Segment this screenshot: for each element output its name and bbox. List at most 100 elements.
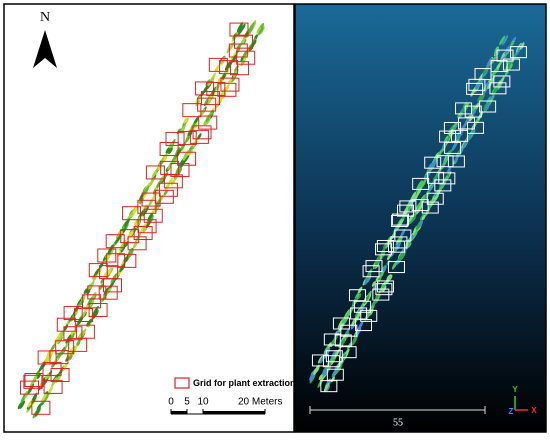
plant	[93, 268, 100, 278]
grid-box	[466, 82, 484, 95]
plant	[318, 374, 323, 381]
grid-box	[360, 309, 378, 322]
plant	[375, 255, 381, 264]
grid-box	[20, 380, 40, 395]
plant	[499, 35, 506, 46]
plant	[434, 173, 439, 180]
plant	[400, 228, 406, 238]
grid-box	[375, 243, 393, 256]
plant	[159, 154, 167, 165]
grid-box	[105, 234, 125, 249]
plant	[164, 182, 171, 191]
plant	[31, 392, 38, 403]
plant	[323, 382, 330, 392]
plant	[410, 191, 417, 201]
plant	[248, 43, 255, 52]
grid-box	[350, 307, 368, 320]
plant	[433, 193, 440, 202]
plant	[165, 148, 170, 154]
grid-box	[427, 171, 445, 184]
grid-box	[177, 151, 197, 166]
grid-box	[326, 368, 344, 381]
plant	[309, 374, 314, 381]
plant	[256, 27, 262, 34]
plant	[168, 177, 173, 184]
plant	[357, 320, 364, 330]
plant	[242, 49, 248, 59]
plant	[36, 373, 41, 379]
grid-box	[49, 350, 69, 365]
grid-box	[325, 350, 343, 363]
plant	[193, 116, 199, 126]
grid-box	[421, 201, 439, 214]
axis-z-label: Z	[509, 407, 514, 416]
plant	[20, 396, 25, 403]
grid-box	[236, 50, 256, 65]
plant	[74, 306, 79, 313]
grid-box	[230, 61, 250, 76]
plant	[67, 347, 74, 357]
grid-box	[348, 289, 366, 302]
plant	[257, 26, 264, 36]
plant	[428, 199, 435, 209]
scale-label: 0	[168, 397, 174, 408]
plant	[185, 136, 190, 143]
plant	[241, 23, 246, 31]
plant	[106, 286, 112, 295]
plant	[337, 318, 344, 329]
grid-box	[233, 34, 253, 49]
grid-box	[493, 75, 511, 88]
grid-box	[450, 129, 468, 142]
grid-box	[50, 368, 70, 383]
grid-box	[228, 43, 248, 58]
grid-box	[189, 129, 209, 144]
grid-box	[502, 58, 520, 71]
plant	[486, 102, 491, 109]
grid-box	[394, 229, 412, 242]
plant	[63, 324, 69, 332]
plant	[168, 147, 173, 155]
grid-box	[165, 131, 185, 146]
legend-swatch	[174, 377, 190, 389]
plant	[372, 297, 378, 306]
axis-y-label: Y	[512, 385, 518, 394]
grid-box	[339, 346, 357, 359]
plant	[200, 108, 206, 117]
plant	[415, 201, 422, 211]
grid-box	[490, 60, 508, 73]
plant	[148, 177, 155, 188]
grid-box	[154, 189, 174, 204]
plant	[183, 117, 188, 124]
plant	[494, 47, 499, 55]
plant	[92, 305, 99, 317]
plant	[151, 169, 158, 179]
plant	[108, 247, 115, 257]
grid-box	[137, 219, 157, 234]
plant	[420, 179, 427, 189]
grid-box	[43, 379, 63, 394]
cloud-strip	[309, 35, 527, 393]
grid-box	[170, 163, 190, 178]
grid-box	[177, 130, 197, 145]
grid-box	[455, 102, 473, 115]
grid-box	[439, 130, 457, 143]
scale-bar	[170, 409, 266, 415]
plant	[167, 160, 174, 170]
grid-box	[141, 192, 161, 207]
grid-box	[82, 294, 102, 309]
north-label: N	[40, 10, 50, 25]
grid-box	[390, 236, 408, 249]
grid-box	[206, 81, 226, 96]
scale-label: 10	[197, 397, 209, 408]
grid-box	[31, 400, 51, 415]
plant	[424, 207, 431, 218]
grid-box	[387, 261, 405, 274]
scale-label: 5	[184, 397, 190, 408]
grid-box	[489, 82, 507, 95]
grid-box	[143, 208, 163, 223]
plant	[502, 35, 509, 46]
plant	[337, 363, 343, 373]
grid-box	[217, 82, 237, 97]
plant	[519, 42, 525, 50]
